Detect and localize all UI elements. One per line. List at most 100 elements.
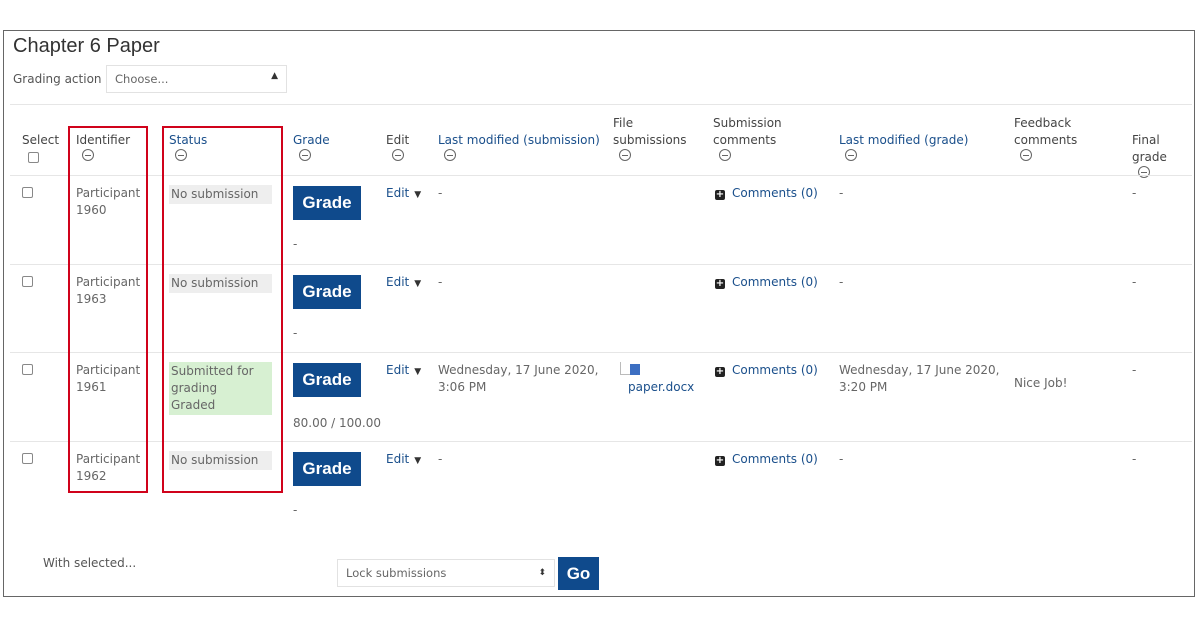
submission-comments-link[interactable]: + Comments (0) [715,274,818,291]
last-modified-grade: - [839,452,844,466]
column-header-edit: Edit [386,132,436,166]
submission-comments-link[interactable]: + Comments (0) [715,362,818,379]
last-modified-grade: Wednesday, 17 June 2020, 3:20 PM [839,363,1000,394]
status-text: No submission [171,276,259,290]
table-row: Participant 1962 No submission Grade - Edit ▼… [0,442,1200,530]
column-header-select: Select [22,132,62,163]
column-header-last-modified-grade-[interactable]: Last modified (grade) [839,132,1009,166]
status-text: No submission [171,187,259,201]
collapse-column-icon[interactable] [619,149,631,161]
identifier-highlight [68,126,148,493]
participant-identifier: Participant 1960 [76,186,141,217]
row-checkbox[interactable] [22,187,33,198]
collapse-column-icon[interactable] [82,149,94,161]
row-checkbox[interactable] [22,276,33,287]
comments-label: Comments (0) [732,452,818,466]
status-badge: No submission [169,274,272,293]
participant-identifier: Participant 1962 [76,452,141,483]
status-text: No submission [171,453,259,467]
collapse-column-icon[interactable] [1138,166,1150,178]
status-badge: No submission [169,185,272,204]
last-modified-grade: - [839,186,844,200]
collapse-column-icon[interactable] [392,149,404,161]
collapse-column-icon[interactable] [444,149,456,161]
collapse-column-icon[interactable] [719,149,731,161]
column-header-status[interactable]: Status [169,132,279,166]
last-modified-submission: - [438,186,443,200]
grade-button[interactable]: Grade [293,363,361,397]
column-header-label: Last modified (grade) [839,133,969,147]
expand-plus-icon: + [715,455,725,466]
column-header-label: Feedback comments [1014,116,1078,147]
last-modified-submission: - [438,452,443,466]
final-grade: - [1132,186,1137,200]
edit-menu[interactable]: Edit ▼ [386,362,421,381]
expand-plus-icon: + [715,366,725,377]
row-checkbox[interactable] [22,453,33,464]
caret-down-icon: ▼ [414,190,422,200]
collapse-column-icon[interactable] [175,149,187,161]
table-row: Participant 1961 Submitted for grading Gra… [0,353,1200,441]
edit-menu[interactable]: Edit ▼ [386,451,421,470]
grade-value: - [293,503,298,517]
table-row: Participant 1963 No submission Grade - Edit ▼… [0,265,1200,353]
column-header-feedback-comments: Feedback comments [1014,115,1124,166]
column-header-label: Select [22,133,60,147]
divider [10,352,1192,353]
grading-action-select[interactable]: Choose... ▲ [106,65,287,93]
with-selected-label: With selected... [43,556,137,570]
edit-menu[interactable]: Edit ▼ [386,185,421,204]
submission-comments-link[interactable]: + Comments (0) [715,185,818,202]
go-button[interactable]: Go [558,557,599,590]
expand-plus-icon: + [715,278,725,289]
status-badge: No submission [169,451,272,470]
column-header-label: Final grade [1132,133,1167,164]
column-header-label: Identifier [76,133,131,147]
caret-down-icon: ▼ [414,279,422,289]
status-highlight [162,126,283,493]
column-header-grade[interactable]: Grade [293,132,373,166]
grading-action-value: Choose... [115,72,169,86]
edit-menu[interactable]: Edit ▼ [386,274,421,293]
column-header-label: Grade [293,133,330,147]
grade-button[interactable]: Grade [293,186,361,220]
divider [10,441,1192,442]
status-badge: Submitted for grading Graded [169,362,272,415]
column-header-file-submissions: File submissions [613,115,703,166]
select-arrows-icon: ⬍ [538,568,546,578]
grade-button[interactable]: Grade [293,275,361,309]
expand-plus-icon: + [715,189,725,200]
divider [10,175,1192,176]
select-all-checkbox[interactable] [28,152,39,163]
column-header-label: Edit [386,133,410,147]
column-header-identifier: Identifier [76,132,156,166]
final-grade: - [1132,275,1137,289]
status-text: Graded [171,398,216,412]
grade-value: 80.00 / 100.00 [293,416,382,430]
collapse-column-icon[interactable] [299,149,311,161]
grading-action-label: Grading action [13,72,102,86]
grade-value: - [293,237,298,251]
collapse-column-icon[interactable] [845,149,857,161]
docx-icon [630,364,640,375]
column-header-label: Status [169,133,208,147]
column-header-last-modified-submission-[interactable]: Last modified (submission) [438,132,608,166]
edit-label: Edit [386,186,410,200]
row-checkbox[interactable] [22,364,33,375]
word-file-icon [620,362,633,375]
assignment-frame [3,30,1195,597]
comments-label: Comments (0) [732,275,818,289]
collapse-column-icon[interactable] [1020,149,1032,161]
comments-label: Comments (0) [732,363,818,377]
file-link[interactable]: paper.docx [628,380,695,394]
column-header-submission-comments: Submission comments [713,115,833,166]
divider [10,264,1192,265]
last-modified-submission: Wednesday, 17 June 2020, 3:06 PM [438,363,599,394]
final-grade: - [1132,452,1137,466]
grade-button[interactable]: Grade [293,452,361,486]
status-text: Submitted for grading [171,364,254,395]
final-grade: - [1132,363,1137,377]
bulk-action-select[interactable]: Lock submissions ⬍ [337,559,555,587]
submission-comments-link[interactable]: + Comments (0) [715,451,818,468]
page-title: Chapter 6 Paper [13,35,160,57]
